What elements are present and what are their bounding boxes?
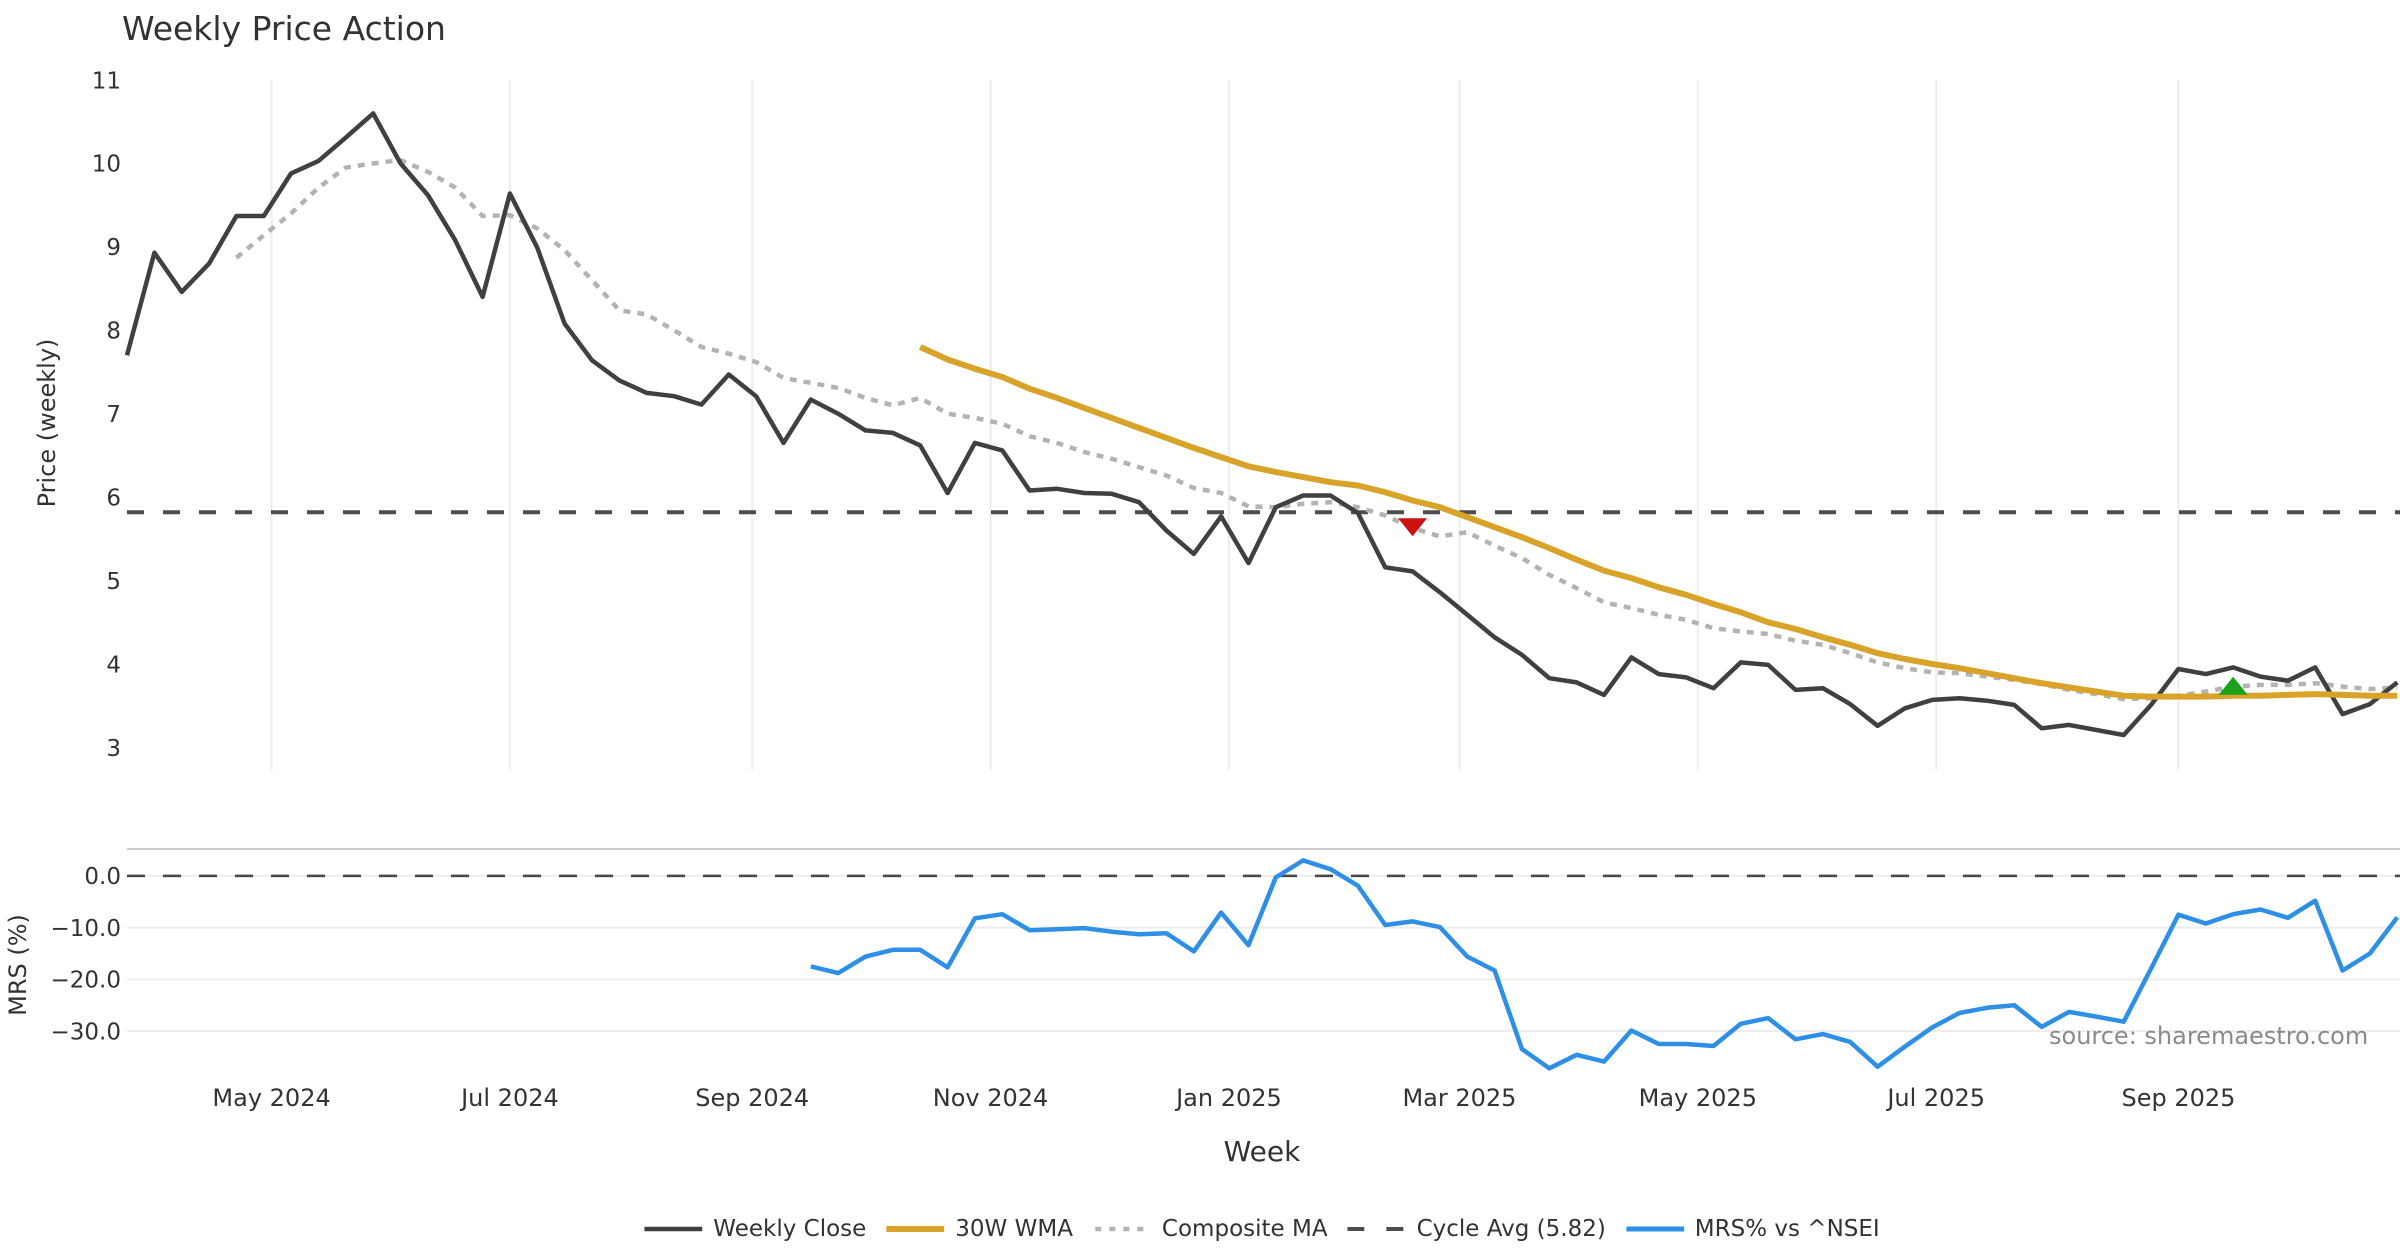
x-tick-label: May 2025 — [1639, 1084, 1757, 1112]
chart-title: Weekly Price Action — [122, 9, 446, 48]
x-tick-label: May 2024 — [212, 1084, 330, 1112]
x-tick-label: Jan 2025 — [1174, 1084, 1282, 1112]
price-y-tick-label: 7 — [106, 402, 121, 428]
series-lines — [124, 111, 2400, 1071]
tick-labels: May 2024 Jul 2024 Sep 2024 Nov 2024 Jan 2025… — [51, 68, 2236, 1112]
reference-lines — [127, 510, 2400, 878]
x-axis-title: Week — [1224, 1135, 1301, 1168]
x-tick-label: Jul 2024 — [459, 1084, 559, 1112]
price-y-tick-label: 6 — [106, 485, 121, 511]
solid-line-swatch-icon — [1625, 1226, 1684, 1232]
price-y-tick-label: 9 — [106, 235, 121, 261]
x-tick-label: Jul 2025 — [1885, 1084, 1985, 1112]
mrs-y-axis-title: MRS (%) — [4, 914, 32, 1016]
price-y-tick-label: 3 — [106, 736, 121, 762]
composite-ma-line — [234, 157, 2398, 702]
wma-30w-line — [918, 344, 2398, 700]
legend-item-cycle-avg[interactable]: Cycle Avg (5.82) — [1347, 1216, 1606, 1242]
legend-item-weekly-close[interactable]: Weekly Close — [644, 1216, 866, 1242]
x-tick-label: Sep 2024 — [695, 1084, 809, 1112]
legend-item-30w-wma[interactable]: 30W WMA — [886, 1216, 1073, 1242]
price-y-tick-label: 5 — [106, 569, 121, 595]
price-y-tick-label: 10 — [92, 152, 121, 178]
solid-line-swatch-icon — [644, 1226, 703, 1232]
legend-label: Composite MA — [1161, 1216, 1328, 1242]
price-y-tick-label: 4 — [106, 652, 121, 678]
legend-label: MRS% vs ^NSEI — [1694, 1216, 1880, 1242]
mrs-y-tick-label: 0.0 — [84, 864, 121, 890]
price-y-tick-label: 11 — [92, 68, 121, 94]
mrs-y-tick-label: −10.0 — [51, 916, 121, 942]
x-tick-label: Mar 2025 — [1402, 1084, 1516, 1112]
chart-legend: Weekly Close 30W WMA Composite MA Cycle … — [634, 1214, 1889, 1244]
source-watermark: source: sharemaestro.com — [2049, 1022, 2368, 1050]
x-tick-label: Nov 2024 — [933, 1084, 1049, 1112]
mrs-y-tick-label: −30.0 — [51, 1019, 121, 1045]
legend-item-composite-ma[interactable]: Composite MA — [1093, 1216, 1328, 1242]
mrs-line — [810, 858, 2400, 1071]
price-y-axis-title: Price (weekly) — [33, 339, 61, 508]
mrs-y-tick-label: −20.0 — [51, 968, 121, 994]
dotted-line-swatch-icon — [1094, 1226, 1151, 1232]
legend-label: 30W WMA — [955, 1216, 1073, 1242]
legend-label: Weekly Close — [713, 1216, 867, 1242]
signal-markers — [1398, 518, 2248, 695]
solid-line-swatch-icon — [886, 1226, 945, 1232]
x-tick-label: Sep 2025 — [2121, 1084, 2235, 1112]
sell-signal-triangle-down-icon — [1398, 518, 1428, 537]
buy-signal-triangle-up-icon — [2218, 676, 2248, 695]
weekly-close-line — [124, 111, 2399, 738]
gridlines — [127, 80, 2400, 1033]
legend-label: Cycle Avg (5.82) — [1416, 1216, 1606, 1242]
dashed-line-swatch-icon — [1347, 1227, 1406, 1231]
price-y-tick-label: 8 — [106, 319, 121, 345]
legend-item-mrs[interactable]: MRS% vs ^NSEI — [1625, 1216, 1880, 1242]
